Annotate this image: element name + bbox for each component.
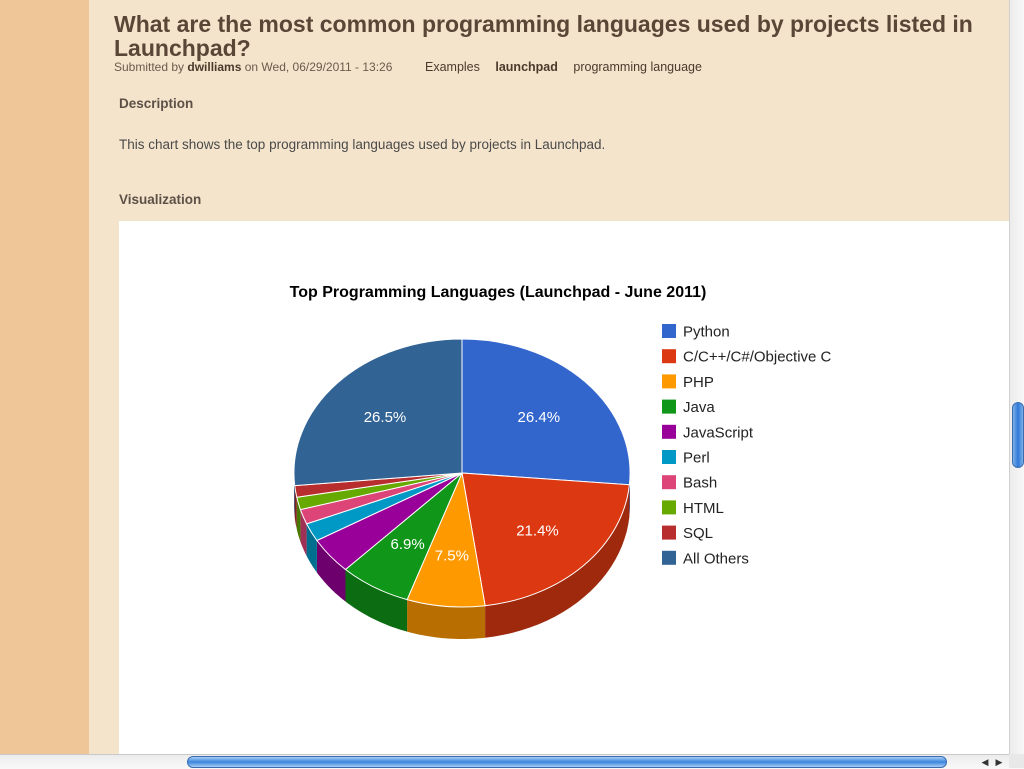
legend-label-bash[interactable]: Bash — [683, 475, 717, 492]
submitted-date: on Wed, 06/29/2011 - 13:26 — [241, 60, 393, 74]
legend-label-javascript[interactable]: JavaScript — [683, 424, 754, 441]
data-label-c-c-c-objective-c: 21.4% — [516, 522, 559, 539]
submitted-prefix: Submitted by — [114, 60, 188, 74]
horizontal-scroll-thumb[interactable] — [187, 756, 947, 768]
left-sidebar — [0, 0, 90, 754]
pie-chart: Top Programming Languages (Launchpad - J… — [290, 284, 832, 639]
description-heading: Description — [119, 96, 194, 111]
legend-swatch-javascript — [662, 424, 676, 439]
scroll-right-arrow-icon[interactable]: ▶ — [995, 757, 1003, 767]
submitted-info: Submitted by dwilliams on Wed, 06/29/201… — [114, 60, 392, 74]
legend-swatch-sql — [662, 525, 676, 540]
description-text: This chart shows the top programming lan… — [119, 137, 606, 152]
data-label-java: 6.9% — [390, 536, 424, 553]
pie-slice-c-c-c-objective-c[interactable] — [461, 472, 630, 607]
legend-label-perl[interactable]: Perl — [683, 450, 710, 467]
data-label-python: 26.4% — [518, 409, 561, 426]
scroll-left-arrow-icon[interactable]: ◀ — [981, 757, 989, 767]
pie-side-perl — [306, 523, 317, 573]
pie-side-javascript — [316, 540, 346, 602]
legend-swatch-php — [662, 374, 676, 389]
legend-swatch-bash — [662, 475, 676, 490]
legend-label-all-others[interactable]: All Others — [683, 550, 749, 567]
data-label-all-others: 26.5% — [364, 409, 407, 426]
vertical-scroll-thumb[interactable] — [1012, 402, 1024, 468]
pie-side-java — [345, 569, 408, 632]
tag-programming-language[interactable]: programming language — [573, 60, 702, 74]
pie-side-c-c-c-objective-c — [485, 484, 630, 638]
data-label-php: 7.5% — [435, 548, 469, 565]
scrollbar-corner — [1009, 754, 1024, 768]
vertical-scrollbar[interactable] — [1009, 0, 1024, 754]
legend-label-c-c-c-objective-c[interactable]: C/C++/C#/Objective C — [683, 349, 832, 366]
horizontal-scrollbar[interactable]: ◀ ▶ — [0, 754, 1024, 769]
legend-label-java[interactable]: Java — [683, 399, 715, 416]
legend-label-html[interactable]: HTML — [683, 500, 724, 517]
tag-list: Examples launchpad programming language — [425, 60, 714, 74]
legend-swatch-html — [662, 500, 676, 515]
legend-swatch-all-others — [662, 550, 676, 565]
chart-title: Top Programming Languages (Launchpad - J… — [290, 284, 707, 301]
legend-swatch-java — [662, 399, 676, 414]
visualization-panel: Top Programming Languages (Launchpad - J… — [119, 221, 1009, 754]
legend-swatch-perl — [662, 450, 676, 464]
tag-launchpad[interactable]: launchpad — [495, 60, 558, 74]
legend-swatch-python — [662, 324, 676, 338]
page-title: What are the most common programming lan… — [114, 11, 973, 61]
legend-label-php[interactable]: PHP — [683, 374, 714, 391]
author-link[interactable]: dwilliams — [187, 60, 242, 74]
legend-swatch-c-c-c-objective-c — [662, 349, 676, 364]
pie-slice-all-others[interactable] — [293, 338, 463, 487]
pie-side-php — [407, 599, 486, 639]
tag-examples[interactable]: Examples — [425, 60, 480, 74]
legend-label-sql[interactable]: SQL — [683, 525, 713, 542]
visualization-heading: Visualization — [119, 192, 202, 207]
legend-label-python[interactable]: Python — [683, 324, 730, 341]
pie-slice-python[interactable] — [461, 338, 631, 486]
